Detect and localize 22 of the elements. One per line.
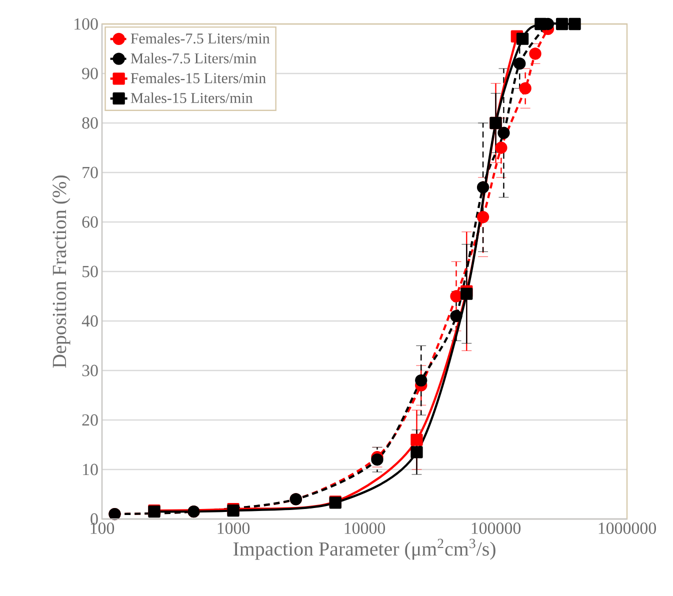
legend-label: Females-7.5 Liters/min [130,33,270,44]
x-tick-label: 100 [90,522,114,534]
x-tick-label: 1000000 [598,522,656,534]
y-tick-label: 0 [90,513,98,525]
y-tick-label: 80 [82,117,98,129]
y-tick-label: 30 [82,364,98,376]
x-tick-label: 1000 [218,522,250,534]
legend-label: Females-15 Liters/min [130,72,266,84]
x-tick-label: 10000 [344,522,386,534]
y-tick-label: 20 [82,414,98,426]
legend-label: Males-7.5 Liters/min [130,52,256,64]
y-tick-label: 70 [82,166,98,178]
y-tick-label: 60 [82,216,98,228]
y-tick-label: 90 [82,68,98,80]
y-axis-title: Deposition Fraction (%) [52,176,70,368]
x-tick-label: 100000 [472,522,521,534]
legend-label: Males-15 Liters/min [130,92,253,104]
y-tick-label: 40 [82,315,98,327]
y-tick-label: 100 [74,18,98,30]
y-tick-label: 50 [82,266,98,278]
y-tick-label: 10 [83,464,98,476]
x-axis-title: Impaction Parameter (μm$^{2}$cm$^{3}$/s) [233,538,496,560]
